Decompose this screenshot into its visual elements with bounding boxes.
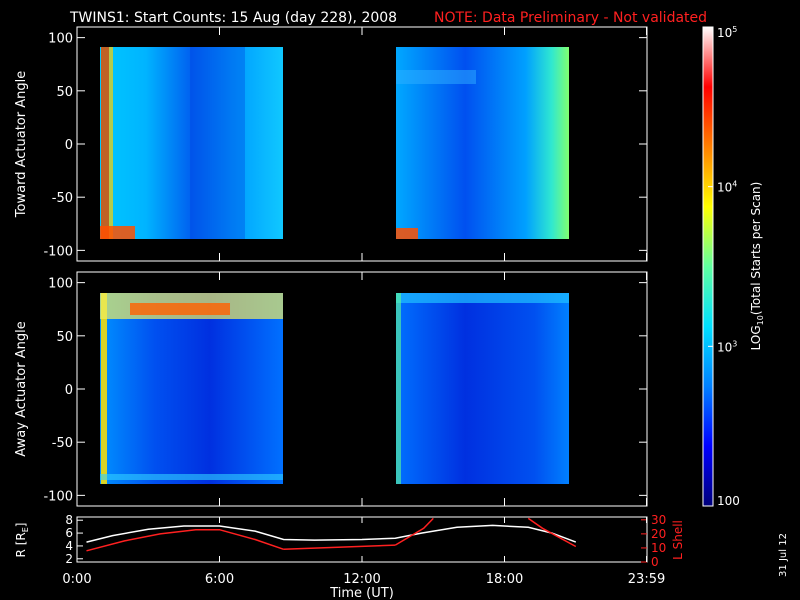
orbit-left-ylabel: R [RE]: [14, 523, 30, 558]
bottom-panel-ylabel: Away Actuator Angle: [14, 321, 29, 456]
time-axis-label: Time (UT): [329, 586, 394, 600]
orbit-left-ylabel-prefix: R [R: [14, 532, 28, 557]
top-heatmap-block-1: [100, 47, 283, 239]
right-y-tick-label: 20: [651, 527, 666, 541]
y-tick-label: -50: [52, 191, 73, 206]
series-line-r: [86, 524, 577, 543]
series-line-l-shell: [527, 517, 577, 548]
top-panel: 100 50 0 -50 -100 Toward Actuator Angle: [14, 26, 648, 262]
top-panel-ylabel: Toward Actuator Angle: [14, 71, 29, 218]
y-tick-label: 100: [48, 277, 73, 292]
colorbar-tick-label: 105: [717, 25, 737, 40]
left-y-tick-label: 4: [65, 539, 73, 553]
bottom-heatmap-block-2-band: [396, 293, 569, 303]
orbit-right-ylabel: L Shell: [671, 520, 685, 560]
top-heatmap-block-1-patch: [100, 226, 135, 239]
colorbar-tick-exp: 5: [732, 25, 737, 34]
bottom-heatmap-block-1-vband: [101, 293, 107, 484]
y-tick-label: -100: [43, 489, 73, 504]
colorbar-tick-label: 100: [717, 494, 740, 508]
y-tick-label: 0: [65, 138, 73, 153]
x-tick-label: 6:00: [205, 572, 234, 587]
top-heatmap-block-2-band: [396, 70, 476, 84]
y-tick-label: 100: [48, 32, 73, 47]
left-y-tick-label: 2: [65, 552, 73, 566]
y-tick-label: 0: [65, 383, 73, 398]
orbit-left-ylabel-suffix: ]: [14, 523, 28, 528]
date-stamp: 31 Jul 12: [778, 533, 789, 577]
y-tick-label: 50: [56, 85, 73, 100]
colorbar-label-suffix: (Total Starts per Scan): [749, 182, 763, 316]
top-heatmap-block-2-patch: [396, 228, 418, 239]
colorbar-label-sub: 10: [756, 315, 765, 325]
right-y-tick-label: 0: [651, 555, 659, 569]
bottom-heatmap-block-1-hotband: [130, 303, 230, 315]
top-heatmap-block-1-band: [101, 47, 109, 239]
x-tick-label: 23:59: [628, 572, 665, 587]
preliminary-note: NOTE: Data Preliminary - Not validated: [434, 10, 707, 26]
x-tick-label: 0:00: [62, 572, 91, 587]
x-tick-label: 12:00: [343, 572, 380, 587]
colorbar-label-prefix: LOG: [749, 325, 763, 350]
orbit-left-ylabel-sub: E: [21, 527, 30, 532]
top-y-axis: 100 50 0 -50 -100: [43, 32, 647, 259]
colorbar-gradient-bar: [703, 27, 713, 506]
y-tick-label: -50: [52, 436, 73, 451]
series-line-l-shell: [394, 517, 434, 546]
colorbar-tick-label: 103: [717, 339, 737, 354]
orbit-series: [86, 517, 577, 552]
series-line-l-shell: [283, 544, 396, 551]
colorbar-tick-base: 10: [717, 26, 732, 40]
orbit-x-axis: 0:00 6:00 12:00 18:00 23:59: [62, 517, 665, 587]
colorbar-tick-base: 10: [717, 340, 732, 354]
colorbar-tick-base: 100: [717, 494, 740, 508]
chart-title: TWINS1: Start Counts: 15 Aug (day 228), …: [69, 10, 397, 26]
bottom-heatmap-block-1: [100, 293, 283, 484]
bottom-heatmap-block-2-vband: [396, 293, 401, 484]
bottom-panel: 100 50 0 -50 -100 Away Actuator Angle: [14, 271, 648, 507]
colorbar-tick-base: 10: [717, 181, 732, 195]
bottom-heatmap-block-1-bottomline: [100, 474, 283, 480]
y-tick-label: 50: [56, 330, 73, 345]
bottom-y-axis: 100 50 0 -50 -100: [43, 277, 647, 504]
bottom-x-axis: [76, 272, 648, 506]
bottom-panel-heatmap: [100, 293, 569, 484]
colorbar-tick-exp: 4: [732, 180, 737, 189]
y-tick-label: -100: [43, 244, 73, 259]
colorbar-tick-label: 104: [717, 180, 737, 195]
series-line-l-shell: [86, 528, 284, 552]
right-y-tick-label: 10: [651, 541, 666, 555]
top-panel-heatmap: [100, 47, 569, 239]
left-y-tick-label: 8: [65, 513, 73, 527]
colorbar-label: LOG10(Total Starts per Scan): [749, 182, 765, 351]
right-y-tick-label: 30: [651, 513, 666, 527]
x-tick-label: 18:00: [486, 572, 523, 587]
colorbar-tick-exp: 3: [732, 339, 737, 348]
left-y-tick-label: 6: [65, 526, 73, 540]
bottom-heatmap-block-2: [396, 293, 569, 484]
top-x-axis: [76, 27, 648, 261]
top-heatmap-block-1-midband: [190, 47, 245, 239]
top-heatmap-block-1-band2: [109, 47, 113, 239]
